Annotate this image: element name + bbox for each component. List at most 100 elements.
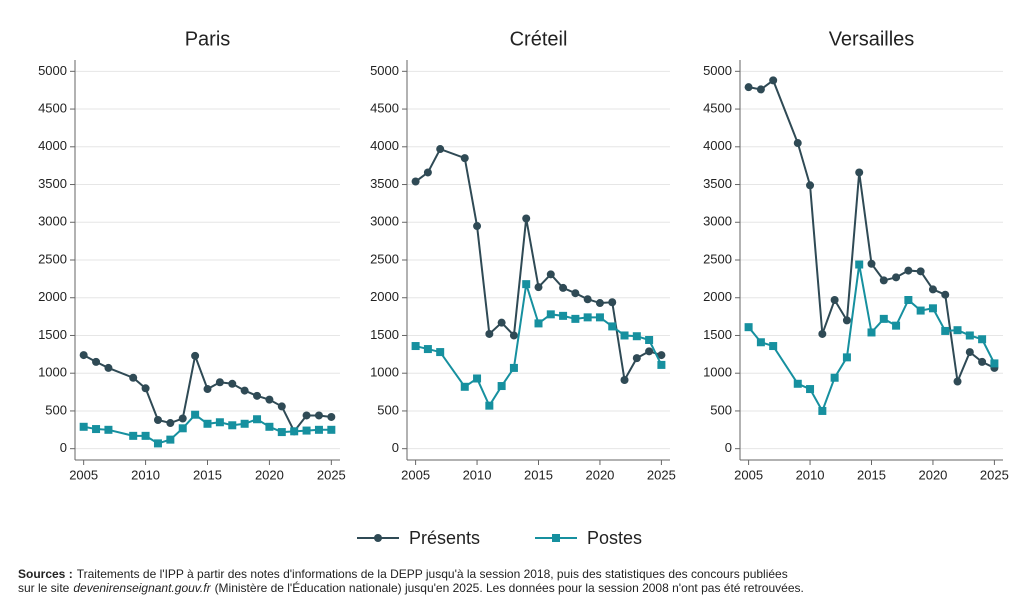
marker [583,295,592,304]
marker [559,283,568,292]
chart-title: Paris [185,28,231,50]
legend-marker [374,534,382,542]
source-text: sur le site [18,581,70,595]
marker [830,296,839,304]
marker [253,391,262,400]
y-tick-label: 5000 [703,63,732,78]
marker [620,331,629,340]
marker [571,314,580,323]
source-text: (Ministère de l'Éducation nationale) jus… [215,580,804,595]
marker [240,419,249,428]
marker [892,321,901,330]
marker [277,402,286,411]
series-line [747,264,996,414]
marker [141,384,150,393]
marker [904,266,913,275]
y-tick-label: 2500 [703,251,732,266]
marker [867,259,876,268]
marker [916,267,925,276]
marker [830,373,839,382]
y-tick-label: 1500 [38,327,67,342]
marker [497,382,506,391]
marker [928,285,937,294]
source-label: Sources : [18,567,73,581]
y-tick-label: 3000 [38,214,67,229]
marker [497,318,506,327]
y-tick-label: 500 [45,402,67,417]
marker [411,342,420,351]
marker [806,385,815,394]
marker [608,322,617,331]
y-tick-label: 1500 [370,327,399,342]
y-tick-label: 0 [725,440,732,455]
y-tick-label: 3000 [370,214,399,229]
marker [571,289,580,298]
marker [793,139,802,148]
marker [867,328,876,337]
source-site: devenirenseignant.gouv.fr [73,581,211,595]
source-line-2: sur le site devenirenseignant.gouv.fr (Min… [18,580,804,595]
marker [855,168,864,177]
marker [265,395,274,404]
marker [953,377,962,386]
y-tick-label: 500 [377,402,399,417]
marker [608,298,617,307]
marker [769,76,778,85]
marker [203,419,212,428]
y-tick-label: 2500 [38,251,67,266]
marker [473,222,482,231]
marker [941,326,950,335]
marker [314,425,323,434]
marker [904,296,913,304]
y-tick-label: 500 [710,402,732,417]
x-tick-label: 2010 [131,467,160,482]
marker [928,304,937,313]
y-tick-label: 0 [392,440,399,455]
marker [806,181,815,190]
marker [657,360,666,369]
legend: Présents Postes [357,528,642,548]
marker [546,270,555,279]
marker [228,421,237,430]
y-tick-label: 2000 [38,289,67,304]
marker [153,439,162,448]
x-tick-label: 2020 [918,467,947,482]
series-line [415,283,663,408]
marker [153,416,162,424]
marker [842,316,851,325]
series-line [415,147,662,384]
marker [423,345,432,354]
x-tick-label: 2015 [524,467,553,482]
y-tick-label: 4000 [703,138,732,153]
y-tick-label: 1000 [370,365,399,380]
y-tick-label: 4500 [370,100,399,115]
marker [595,299,604,308]
marker [178,424,187,433]
legend-marker [552,534,560,542]
x-tick-label: 2010 [796,467,825,482]
marker [215,378,224,387]
marker [485,401,494,410]
marker [166,419,175,428]
marker [522,214,531,223]
marker [302,426,311,435]
marker [756,338,765,347]
x-tick-label: 2005 [401,467,430,482]
marker [645,336,654,344]
marker [990,359,999,368]
y-tick-label: 2000 [703,289,732,304]
legend-label: Postes [587,528,642,548]
marker [916,306,925,315]
marker [509,363,518,372]
marker [166,435,175,444]
marker [436,348,445,357]
marker [879,314,888,323]
source-line-1: Sources : Traitements de l'IPP à partir d… [18,567,788,581]
marker [302,411,311,420]
marker [756,85,765,94]
marker [141,431,150,440]
x-tick-label: 2025 [317,467,346,482]
marker [203,385,212,394]
marker [645,347,654,356]
